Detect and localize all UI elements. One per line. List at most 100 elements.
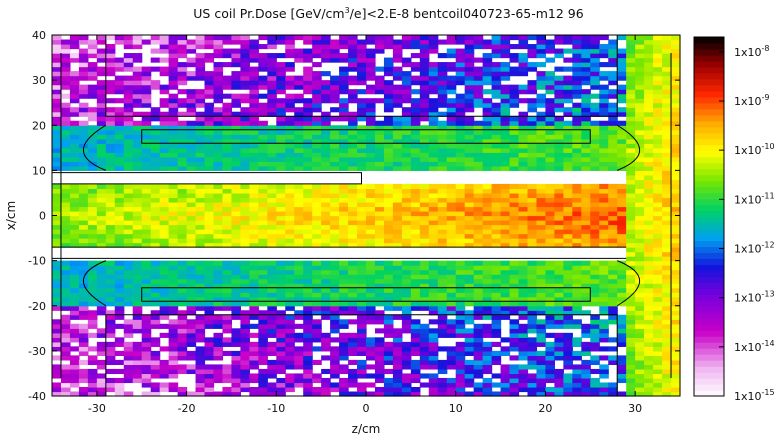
- heatmap-cell: [410, 120, 421, 126]
- heatmap-cell: [437, 323, 448, 329]
- heatmap-cell: [599, 292, 609, 298]
- heatmap-cell: [464, 102, 475, 108]
- heatmap-cell: [662, 386, 672, 393]
- heatmap-cell: [60, 93, 71, 99]
- heatmap-cell: [195, 278, 206, 284]
- heatmap-cell: [527, 382, 538, 388]
- heatmap-cell: [644, 350, 654, 356]
- heatmap-cell: [401, 292, 412, 298]
- heatmap-cell: [141, 156, 152, 162]
- heatmap-cell: [285, 120, 295, 126]
- heatmap-cell: [410, 368, 421, 375]
- heatmap-cell: [249, 292, 259, 298]
- heatmap-cell: [285, 107, 295, 113]
- heatmap-cell: [581, 323, 591, 329]
- heatmap-cell: [114, 143, 125, 149]
- heatmap-cell: [52, 84, 62, 90]
- heatmap-cell: [69, 274, 80, 280]
- heatmap-cell: [339, 292, 349, 298]
- heatmap-cell: [563, 269, 573, 275]
- colorbar-swatch: [694, 312, 724, 319]
- heatmap-cell: [357, 125, 367, 131]
- heatmap-cell: [276, 386, 286, 393]
- heatmap-cell: [617, 391, 627, 397]
- heatmap-cell: [644, 188, 654, 194]
- heatmap-cell: [617, 355, 627, 361]
- heatmap-cell: [114, 188, 125, 194]
- heatmap-cell: [105, 143, 116, 149]
- heatmap-cell: [303, 233, 313, 239]
- heatmap-cell: [213, 319, 224, 325]
- heatmap-cell: [563, 341, 573, 347]
- heatmap-cell: [590, 292, 600, 298]
- heatmap-cell: [168, 224, 179, 230]
- heatmap-cell: [626, 359, 636, 366]
- heatmap-cell: [321, 238, 331, 244]
- heatmap-cell: [446, 386, 457, 393]
- heatmap-cell: [455, 75, 466, 81]
- heatmap-cell: [321, 296, 331, 302]
- heatmap-cell: [446, 192, 457, 199]
- heatmap-cell: [491, 359, 502, 366]
- heatmap-cell: [644, 269, 654, 275]
- heatmap-cell: [258, 265, 268, 271]
- heatmap-cell: [52, 305, 62, 311]
- heatmap-cell: [303, 265, 313, 271]
- heatmap-cell: [599, 183, 609, 190]
- heatmap-cell: [383, 165, 394, 171]
- heatmap-cell: [105, 269, 116, 275]
- heatmap-cell: [464, 206, 475, 212]
- heatmap-cell: [366, 66, 376, 72]
- heatmap-cell: [348, 35, 358, 41]
- heatmap-cell: [195, 332, 206, 338]
- heatmap-cell: [204, 53, 215, 59]
- heatmap-cell: [69, 382, 80, 388]
- heatmap-cell: [374, 183, 385, 190]
- heatmap-cell: [374, 310, 385, 316]
- heatmap-cell: [482, 346, 493, 352]
- heatmap-cell: [249, 265, 259, 271]
- heatmap-cell: [366, 346, 376, 352]
- heatmap-cell: [60, 364, 71, 370]
- heatmap-cell: [258, 373, 268, 379]
- heatmap-cell: [536, 269, 547, 275]
- heatmap-cell: [195, 238, 206, 244]
- heatmap-cell: [294, 233, 304, 239]
- heatmap-cell: [581, 382, 591, 388]
- heatmap-cell: [644, 71, 654, 77]
- heatmap-cell: [312, 238, 322, 244]
- heatmap-cell: [419, 116, 430, 122]
- heatmap-cell: [96, 93, 107, 99]
- heatmap-cell: [428, 152, 439, 158]
- heatmap-cell: [87, 238, 98, 244]
- heatmap-cell: [330, 197, 340, 203]
- heatmap-cell: [392, 71, 403, 77]
- heatmap-cell: [240, 310, 250, 316]
- heatmap-cell: [339, 75, 349, 81]
- heatmap-cell: [357, 98, 367, 104]
- heatmap-cell: [267, 156, 277, 162]
- heatmap-cell: [482, 138, 493, 144]
- heatmap-cell: [168, 355, 179, 361]
- heatmap-cell: [69, 260, 80, 266]
- heatmap-cell: [644, 84, 654, 90]
- heatmap-cell: [590, 129, 600, 135]
- heatmap-cell: [348, 120, 358, 126]
- heatmap-cell: [410, 260, 421, 266]
- heatmap-cell: [581, 161, 591, 167]
- heatmap-cell: [231, 215, 241, 221]
- heatmap-cell: [186, 125, 197, 131]
- heatmap-cell: [509, 98, 520, 104]
- heatmap-cell: [303, 188, 313, 194]
- heatmap-cell: [78, 323, 89, 329]
- heatmap-cell: [339, 350, 349, 356]
- heatmap-cell: [114, 156, 125, 162]
- heatmap-cell: [222, 188, 233, 194]
- heatmap-cell: [563, 161, 573, 167]
- heatmap-cell: [159, 161, 170, 167]
- heatmap-cell: [60, 242, 71, 248]
- heatmap-cell: [671, 251, 681, 257]
- heatmap-cell: [545, 120, 555, 126]
- heatmap-cell: [78, 84, 89, 90]
- heatmap-cell: [608, 305, 618, 311]
